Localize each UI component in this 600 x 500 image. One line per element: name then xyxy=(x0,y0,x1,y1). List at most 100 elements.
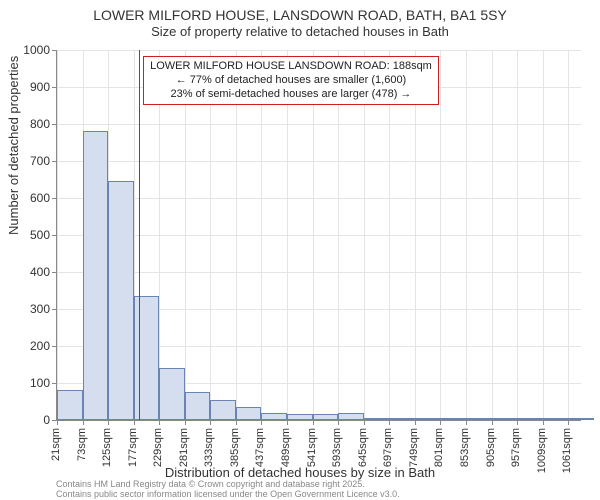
gridline-v xyxy=(287,50,288,420)
gridline-v xyxy=(389,50,390,420)
plot-area: LOWER MILFORD HOUSE LANSDOWN ROAD: 188sq… xyxy=(56,50,581,421)
gridline-v xyxy=(415,50,416,420)
xtick-mark xyxy=(261,420,262,425)
gridline-v xyxy=(313,50,314,420)
ytick-label: 200 xyxy=(6,339,50,353)
xtick-mark xyxy=(543,420,544,425)
xtick-label: 1061sqm xyxy=(561,428,573,473)
xtick-mark xyxy=(389,420,390,425)
gridline-v xyxy=(159,50,160,420)
xtick-label: 541sqm xyxy=(306,428,318,467)
gridline-v xyxy=(57,50,58,420)
xtick-mark xyxy=(492,420,493,425)
gridline-v xyxy=(236,50,237,420)
xtick-mark xyxy=(236,420,237,425)
xtick-label: 645sqm xyxy=(357,428,369,467)
xtick-label: 125sqm xyxy=(101,428,113,467)
xtick-mark xyxy=(134,420,135,425)
chart-container: LOWER MILFORD HOUSE, LANSDOWN ROAD, BATH… xyxy=(0,0,600,500)
callout-line2: ← 77% of detached houses are smaller (1,… xyxy=(150,74,432,88)
histogram-bar xyxy=(492,418,518,420)
histogram-bar xyxy=(466,418,492,420)
gridline-v xyxy=(466,50,467,420)
gridline-v xyxy=(517,50,518,420)
xtick-label: 21sqm xyxy=(50,428,62,461)
xtick-label: 333sqm xyxy=(203,428,215,467)
histogram-bar xyxy=(517,418,543,420)
ytick-label: 0 xyxy=(6,413,50,427)
xtick-mark xyxy=(313,420,314,425)
histogram-bar xyxy=(236,407,262,420)
xtick-label: 905sqm xyxy=(485,428,497,467)
xtick-label: 853sqm xyxy=(459,428,471,467)
gridline-h xyxy=(57,50,581,51)
xtick-label: 385sqm xyxy=(229,428,241,467)
xtick-mark xyxy=(440,420,441,425)
gridline-v xyxy=(543,50,544,420)
xtick-mark xyxy=(108,420,109,425)
gridline-h xyxy=(57,235,581,236)
xtick-mark xyxy=(210,420,211,425)
histogram-bar xyxy=(159,368,185,420)
gridline-v xyxy=(185,50,186,420)
xtick-mark xyxy=(287,420,288,425)
xtick-mark xyxy=(159,420,160,425)
chart-footer: Contains HM Land Registry data © Crown c… xyxy=(56,480,400,500)
xtick-label: 73sqm xyxy=(76,428,88,461)
xtick-label: 177sqm xyxy=(127,428,139,467)
ytick-label: 300 xyxy=(6,302,50,316)
gridline-h xyxy=(57,161,581,162)
histogram-bar xyxy=(389,418,415,420)
xtick-label: 1009sqm xyxy=(536,428,548,473)
histogram-bar xyxy=(364,418,390,420)
xtick-mark xyxy=(364,420,365,425)
ytick-label: 400 xyxy=(6,265,50,279)
xtick-label: 437sqm xyxy=(254,428,266,467)
xtick-mark xyxy=(568,420,569,425)
histogram-bar xyxy=(134,296,160,420)
x-axis-title: Distribution of detached houses by size … xyxy=(0,465,600,480)
xtick-label: 229sqm xyxy=(152,428,164,467)
ytick-label: 700 xyxy=(6,154,50,168)
gridline-v xyxy=(492,50,493,420)
gridline-v xyxy=(364,50,365,420)
ytick-label: 600 xyxy=(6,191,50,205)
property-callout: LOWER MILFORD HOUSE LANSDOWN ROAD: 188sq… xyxy=(143,56,439,105)
gridline-v xyxy=(568,50,569,420)
histogram-bar xyxy=(568,418,594,420)
xtick-label: 697sqm xyxy=(382,428,394,467)
gridline-v xyxy=(261,50,262,420)
ytick-label: 100 xyxy=(6,376,50,390)
xtick-label: 801sqm xyxy=(433,428,445,467)
property-marker-line xyxy=(139,50,140,420)
histogram-bar xyxy=(57,390,83,420)
ytick-label: 800 xyxy=(6,117,50,131)
gridline-h xyxy=(57,198,581,199)
histogram-bar xyxy=(287,414,313,420)
callout-line1: LOWER MILFORD HOUSE LANSDOWN ROAD: 188sq… xyxy=(150,60,432,74)
footer-line2: Contains public sector information licen… xyxy=(56,490,400,500)
xtick-label: 749sqm xyxy=(408,428,420,467)
ytick-label: 900 xyxy=(6,80,50,94)
xtick-mark xyxy=(83,420,84,425)
xtick-label: 957sqm xyxy=(510,428,522,467)
gridline-v xyxy=(210,50,211,420)
chart-title-line2: Size of property relative to detached ho… xyxy=(0,24,600,39)
chart-title-line1: LOWER MILFORD HOUSE, LANSDOWN ROAD, BATH… xyxy=(0,0,600,24)
histogram-bar xyxy=(338,413,364,420)
histogram-bar xyxy=(210,400,236,420)
xtick-mark xyxy=(57,420,58,425)
xtick-label: 281sqm xyxy=(178,428,190,467)
histogram-bar xyxy=(440,418,466,420)
histogram-bar xyxy=(261,413,287,420)
xtick-mark xyxy=(338,420,339,425)
xtick-label: 593sqm xyxy=(331,428,343,467)
histogram-bar xyxy=(185,392,211,420)
callout-line3: 23% of semi-detached houses are larger (… xyxy=(150,88,432,102)
gridline-h xyxy=(57,124,581,125)
ytick-label: 500 xyxy=(6,228,50,242)
histogram-bar xyxy=(83,131,109,420)
histogram-bar xyxy=(108,181,134,420)
xtick-mark xyxy=(517,420,518,425)
gridline-v xyxy=(440,50,441,420)
